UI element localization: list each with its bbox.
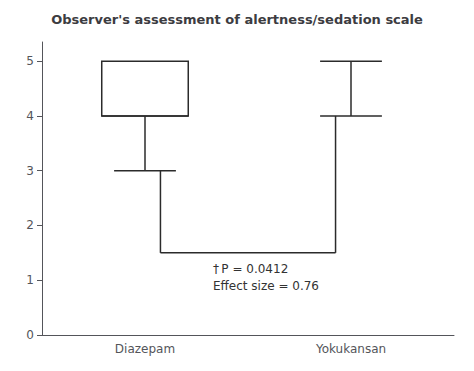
- svg-text:† P = 0.0412: † P = 0.0412: [213, 262, 288, 276]
- svg-text:Effect size = 0.76: Effect size = 0.76: [213, 279, 319, 293]
- svg-text:Diazepam: Diazepam: [115, 342, 175, 356]
- svg-text:2: 2: [26, 218, 34, 232]
- svg-text:3: 3: [26, 164, 34, 178]
- svg-text:1: 1: [26, 273, 34, 287]
- svg-text:Yokukansan: Yokukansan: [315, 342, 386, 356]
- svg-text:5: 5: [26, 54, 34, 68]
- svg-text:Observer's assessment of alert: Observer's assessment of alertness/sedat…: [51, 12, 423, 27]
- svg-text:0: 0: [26, 328, 34, 342]
- svg-text:4: 4: [26, 109, 34, 123]
